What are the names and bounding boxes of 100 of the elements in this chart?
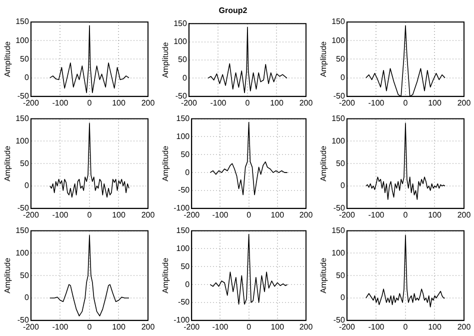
x-tick-label: 200: [457, 98, 472, 108]
x-tick-label: 0: [87, 322, 92, 332]
y-tick-label: 0: [182, 73, 188, 82]
y-tick-label: -50: [175, 92, 188, 101]
y-tick-label: 100: [176, 132, 190, 141]
y-tick-label: -100: [174, 316, 190, 325]
x-tick-label: 0: [87, 98, 92, 108]
y-axis-title: Amplitude: [161, 42, 170, 78]
x-tick-label: 0: [87, 210, 92, 220]
x-tick-label: 100: [270, 210, 285, 220]
y-axis-title: Amplitude: [3, 145, 12, 182]
x-tick-label: 0: [246, 322, 252, 332]
x-tick-label: -100: [368, 210, 385, 220]
y-tick-label: -50: [333, 316, 346, 325]
x-tick-label: -100: [210, 98, 227, 108]
x-tick-label: 200: [299, 210, 314, 220]
y-tick-label: 100: [174, 37, 188, 46]
x-tick-label: 100: [428, 210, 442, 220]
y-tick-label: 100: [176, 244, 190, 253]
y-tick-label: 50: [20, 158, 30, 168]
x-tick-label: 200: [299, 322, 314, 332]
x-tick-label: 0: [245, 98, 250, 108]
x-tick-label: -100: [212, 322, 229, 332]
y-axis-title: Amplitude: [161, 257, 170, 294]
x-tick-label: -100: [52, 210, 69, 220]
y-tick-label: 100: [332, 136, 346, 146]
x-tick-label: 100: [112, 210, 126, 220]
x-tick-label: -200: [338, 98, 356, 108]
x-tick-label: -200: [22, 98, 40, 108]
y-tick-label: 0: [24, 73, 30, 82]
y-tick-label: 150: [332, 226, 346, 236]
y-tick-label: 50: [20, 54, 30, 64]
y-tick-label: 50: [178, 55, 188, 64]
y-tick-label: 100: [16, 136, 30, 146]
y-tick-label: 150: [16, 114, 30, 124]
x-tick-label: -100: [52, 322, 69, 332]
x-tick-label: 0: [403, 210, 408, 220]
y-tick-label: 50: [336, 54, 346, 64]
x-tick-label: -100: [368, 98, 385, 108]
y-tick-label: 150: [176, 114, 190, 124]
y-tick-label: 50: [336, 270, 346, 280]
x-tick-label: 200: [457, 210, 472, 220]
y-tick-label: 0: [185, 168, 190, 177]
y-axis-title: Amplitude: [3, 40, 12, 77]
y-tick-label: -50: [333, 204, 346, 213]
x-tick-label: 100: [428, 322, 442, 332]
y-axis-title: Amplitude: [319, 257, 328, 294]
x-tick-label: 200: [299, 98, 314, 108]
x-tick-label: 100: [270, 322, 285, 332]
y-tick-label: 0: [185, 280, 190, 289]
x-tick-label: 200: [141, 322, 156, 332]
y-tick-label: -50: [178, 186, 190, 195]
x-tick-label: 0: [403, 322, 408, 332]
x-tick-label: -100: [52, 98, 69, 108]
x-tick-label: -200: [184, 322, 200, 332]
y-axis-title: Amplitude: [319, 145, 328, 182]
y-tick-label: 100: [16, 36, 30, 45]
y-tick-label: 150: [16, 226, 30, 236]
y-tick-label: -50: [17, 92, 30, 101]
y-tick-label: 50: [20, 270, 30, 280]
y-axis-title: Amplitude: [161, 145, 170, 182]
x-tick-label: 100: [112, 98, 126, 108]
x-tick-label: 0: [246, 210, 252, 220]
y-tick-label: -50: [333, 92, 346, 101]
y-tick-label: 0: [24, 181, 30, 190]
y-tick-label: 0: [340, 73, 346, 82]
y-tick-label: 0: [24, 293, 30, 302]
x-tick-label: 0: [403, 98, 408, 108]
y-tick-label: -50: [17, 316, 30, 325]
y-tick-label: 0: [340, 181, 346, 190]
x-tick-label: 200: [141, 98, 156, 108]
x-tick-label: -200: [338, 322, 356, 332]
y-tick-label: 100: [332, 36, 346, 45]
x-tick-label: 100: [428, 98, 442, 108]
y-tick-label: 150: [174, 18, 188, 28]
x-tick-label: 100: [112, 322, 126, 332]
x-tick-label: -200: [180, 98, 198, 108]
y-tick-label: 150: [16, 17, 30, 26]
y-tick-label: 100: [16, 248, 30, 258]
chart-title: Group2: [218, 6, 248, 16]
y-axis-title: Amplitude: [3, 257, 12, 294]
x-tick-label: 200: [457, 322, 472, 332]
y-axis-title: Amplitude: [319, 40, 328, 77]
x-tick-label: -200: [338, 210, 356, 220]
x-tick-label: 100: [270, 98, 284, 108]
x-tick-label: -100: [368, 322, 385, 332]
y-tick-label: 50: [180, 262, 190, 271]
x-tick-label: 200: [141, 210, 156, 220]
y-tick-label: 0: [340, 293, 346, 302]
x-tick-label: -200: [184, 210, 200, 220]
x-tick-label: -200: [22, 210, 40, 220]
y-tick-label: 50: [180, 150, 190, 159]
y-tick-label: 150: [176, 226, 190, 236]
y-tick-label: 50: [336, 158, 346, 168]
x-tick-label: -100: [212, 210, 229, 220]
y-tick-label: -100: [174, 204, 190, 213]
y-tick-label: -50: [17, 204, 30, 213]
y-tick-label: -50: [178, 298, 190, 307]
y-tick-label: 150: [332, 17, 346, 26]
x-tick-label: -200: [22, 322, 40, 332]
